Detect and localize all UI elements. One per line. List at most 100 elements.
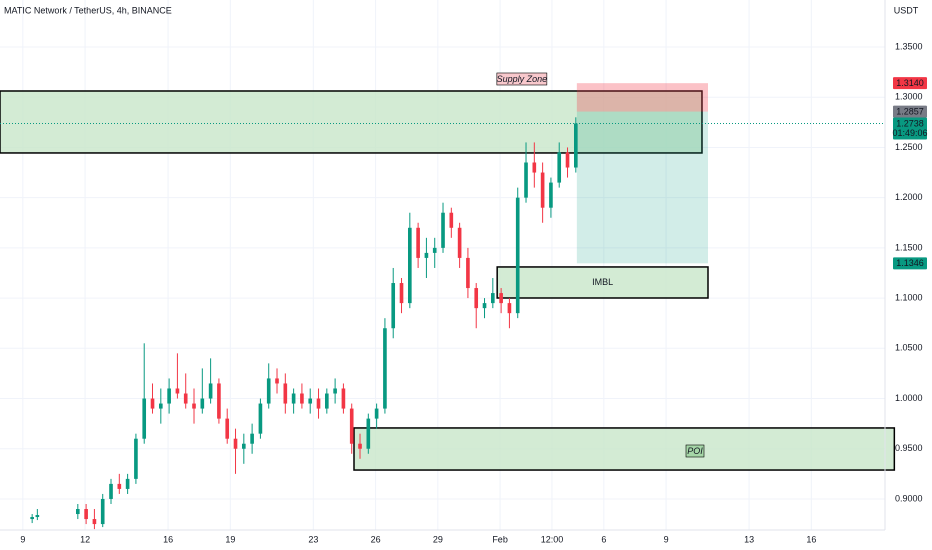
price-tag-label: 1.1346 (896, 258, 924, 268)
candle-body (457, 227, 462, 258)
candle-body (158, 403, 163, 409)
x-tick-label: 9 (20, 534, 25, 544)
price-tag-label: 1.2857 (896, 106, 924, 116)
candle-body (84, 509, 88, 520)
x-tick-label: 16 (806, 534, 816, 544)
x-tick-label: Feb (492, 534, 508, 544)
candle-body (466, 257, 470, 289)
y-tick-label: 1.2500 (895, 142, 923, 152)
candle-body (391, 283, 396, 329)
candle-body (565, 152, 570, 168)
x-tick-label: 13 (744, 534, 754, 544)
candle-body (150, 398, 155, 409)
y-tick-label: 1.0500 (895, 343, 923, 353)
candle-body (491, 293, 495, 304)
candle-body (316, 398, 321, 409)
candle-body (109, 483, 113, 499)
candle-body (474, 288, 479, 309)
candle-body (358, 443, 362, 449)
stop-area (576, 83, 708, 112)
chart-title: MATIC Network / TetherUS, 4h, BINANCE (4, 5, 172, 15)
candle-body (300, 393, 304, 404)
x-tick-label: 26 (371, 534, 381, 544)
candle-body (233, 438, 238, 449)
candle-body (499, 293, 503, 304)
y-tick-label: 1.3500 (895, 41, 923, 51)
candle-body (225, 418, 230, 439)
candle-body (192, 403, 196, 409)
candle-body (208, 383, 213, 399)
candle-body (291, 393, 296, 404)
zone-label: POI (687, 446, 703, 456)
candle-body (183, 393, 188, 404)
price-tag (893, 77, 927, 90)
candle-body (134, 438, 138, 479)
zone-box (496, 266, 709, 299)
price-tag-label: 1.3140 (896, 78, 924, 88)
candle-body (167, 388, 171, 404)
candle-body (200, 398, 205, 409)
candle-body (117, 483, 122, 489)
candle-body (540, 172, 545, 208)
candle-body (441, 212, 445, 248)
price-tag-label: 1.2738 (896, 118, 924, 128)
y-tick-label: 1.3000 (895, 92, 923, 102)
candle-body (325, 393, 329, 409)
candle-body (532, 162, 537, 173)
candle-body (142, 398, 147, 439)
x-tick-label: 23 (308, 534, 318, 544)
countdown: 01:49:06 (892, 128, 927, 138)
candle-body (549, 182, 553, 208)
candle-body (515, 197, 520, 314)
y-tick-label: 1.0000 (895, 393, 923, 403)
price-tag (893, 257, 927, 270)
zone-label: Supply Zone (497, 74, 548, 84)
x-tick-label: 9 (664, 534, 669, 544)
y-tick-label: 1.1500 (895, 242, 923, 252)
x-tick-label: 19 (225, 534, 235, 544)
candle-body (557, 152, 562, 183)
candle-body (341, 388, 346, 409)
candle-body (366, 418, 371, 449)
candle-body (35, 515, 40, 518)
candle-body (266, 378, 271, 404)
candle-body (333, 388, 337, 394)
candle-body (242, 443, 246, 449)
zone-box (0, 90, 703, 154)
candle-body (408, 227, 412, 304)
candle-body (507, 303, 512, 314)
candle-body (258, 403, 263, 434)
price-tag (893, 105, 927, 118)
candle-body (482, 303, 487, 309)
candle-body (283, 383, 288, 404)
candle-body (383, 328, 387, 409)
x-tick-label: 12:00 (541, 534, 564, 544)
candle-body (92, 519, 97, 525)
candle-body (424, 252, 429, 258)
y-tick-label: 1.1000 (895, 292, 923, 302)
candle-body (449, 212, 454, 228)
axis-unit: USDT (894, 5, 919, 15)
x-tick-label: 16 (163, 534, 173, 544)
x-tick-label: 6 (601, 534, 606, 544)
candle-body (574, 123, 578, 168)
candle-body (275, 378, 279, 384)
zone-label-bg (685, 444, 705, 458)
candle-body (308, 398, 313, 404)
y-tick-label: 0.9500 (895, 443, 923, 453)
zone-label: IMBL (592, 277, 613, 287)
candle-body (175, 388, 180, 394)
y-tick-label: 0.9000 (895, 493, 923, 503)
candle-body (432, 247, 437, 253)
candle-body (100, 498, 105, 525)
candle-body (374, 408, 379, 419)
candle-body (75, 509, 80, 515)
candle-body (30, 517, 34, 520)
zone-box (353, 427, 896, 471)
plot-area: Supply Zone IMBL POI (0, 72, 896, 530)
price-tag (893, 117, 927, 140)
y-tick-label: 1.2000 (895, 192, 923, 202)
x-tick-label: 12 (80, 534, 90, 544)
candle-body (349, 408, 354, 444)
